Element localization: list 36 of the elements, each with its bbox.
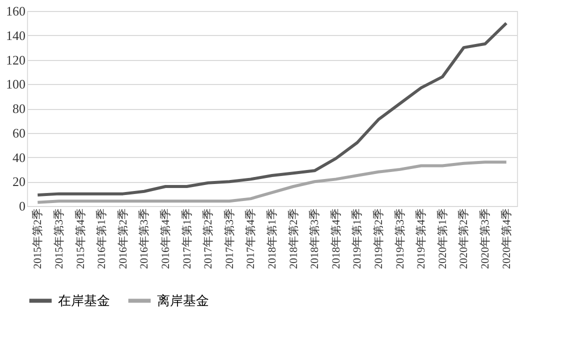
x-tick-label: 2019年第2季 <box>372 208 386 269</box>
y-tick-label: 160 <box>6 4 26 18</box>
y-tick-label: 0 <box>19 198 26 214</box>
x-tick-label: 2019年第3季 <box>393 208 406 269</box>
x-tick-label: 2018年第4季 <box>329 208 342 269</box>
x-tick-label: 2015年第3季 <box>52 208 66 269</box>
x-tick-label: 2020年第1季 <box>436 208 449 269</box>
x-tick-label: 2019年第4季 <box>414 208 428 269</box>
x-tick-label: 2017年第1季 <box>180 208 194 269</box>
y-tick-label: 140 <box>6 28 26 43</box>
x-tick-label: 2017年第4季 <box>244 208 258 269</box>
x-tick-label: 2020年第4季 <box>500 208 513 269</box>
x-tick-label: 2019年第1季 <box>350 208 364 269</box>
x-tick-label: 2020年第2季 <box>457 208 470 269</box>
x-tick-label: 2018年第1季 <box>266 208 278 269</box>
y-tick-label: 80 <box>12 101 26 116</box>
x-tick-label: 2015年第4季 <box>74 208 87 269</box>
x-tick-label: 2016年第4季 <box>158 208 172 269</box>
x-tick-label: 2015年第2季 <box>31 208 44 269</box>
x-tick-label: 2016年第3季 <box>138 208 151 269</box>
x-tick-label: 2017年第2季 <box>202 208 215 269</box>
x-tick-label: 2018年第2季 <box>286 208 300 269</box>
x-tick-label: 2020年第3季 <box>478 208 492 269</box>
legend-label: 离岸基金 <box>157 292 209 308</box>
y-tick-label: 40 <box>12 150 26 165</box>
legend-label: 在岸基金 <box>58 292 110 308</box>
x-tick-label: 2018年第3季 <box>308 208 322 269</box>
line-series <box>36 22 508 197</box>
x-tick-label: 2017年第3季 <box>222 208 236 269</box>
y-tick-label: 60 <box>12 125 26 140</box>
y-tick-label: 20 <box>12 174 26 190</box>
x-tick-label: 2016年第1季 <box>95 208 108 269</box>
y-tick-label: 100 <box>6 76 26 92</box>
x-tick-label: 2016年第2季 <box>116 208 130 269</box>
y-tick-label: 120 <box>6 52 26 68</box>
line-series <box>36 160 508 204</box>
